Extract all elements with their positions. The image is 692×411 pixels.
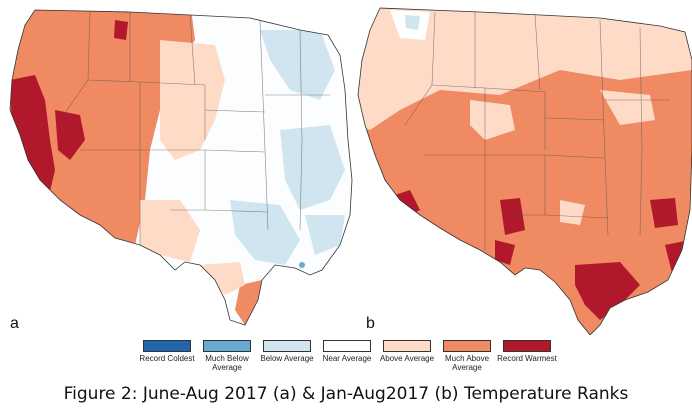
map-a-tx-above: [200, 262, 245, 295]
legend-label: Much Above Average: [444, 354, 490, 372]
map-b-above-north: [358, 8, 692, 130]
map-b-above-sw: [560, 200, 585, 225]
legend-swatch: [383, 340, 431, 352]
legend-item-near: Near Average: [314, 340, 380, 363]
map-a-record-ca: [10, 75, 55, 200]
legend-item-much-below: Much Below Average: [194, 340, 260, 372]
legend-label: Much Below Average: [205, 354, 249, 372]
map-b-record-nm: [500, 198, 525, 235]
legend-item-above: Above Average: [374, 340, 440, 363]
map-a-above-south: [140, 200, 200, 262]
map-b-record-se: [650, 198, 678, 228]
map-b-below-nw: [405, 15, 420, 30]
legend-swatch: [443, 340, 491, 352]
legend-swatch: [203, 340, 251, 352]
maps-figure: [9, 7, 692, 335]
panel-label-a: a: [10, 315, 19, 332]
figure-caption: Figure 2: June-Aug 2017 (a) & Jan-Aug201…: [63, 384, 629, 404]
map-panel-b: [357, 7, 692, 335]
map-a-record-mt: [114, 20, 128, 40]
legend-swatch: [143, 340, 191, 352]
map-a-below-3: [230, 200, 300, 265]
map-b-above-mid: [470, 100, 515, 140]
legend-label: Record Coldest: [139, 354, 195, 363]
legend-item-record-coldest: Record Coldest: [134, 340, 200, 363]
legend-swatch: [263, 340, 311, 352]
legend-swatch: [323, 340, 371, 352]
map-a-below-2: [280, 125, 345, 210]
map-panel-a: [9, 9, 353, 326]
map-a-tx-coast: [235, 280, 262, 325]
legend-item-record-warmest: Record Warmest: [494, 340, 560, 363]
map-a-record-nv: [55, 110, 85, 160]
legend: Record Coldest Much Below Average Below …: [0, 340, 692, 386]
legend-label: Record Warmest: [497, 354, 557, 363]
map-b-record-tx: [495, 240, 515, 265]
map-a-below-4: [305, 215, 345, 255]
map-b-record-gulf: [575, 262, 640, 320]
map-a-much-below: [299, 262, 305, 268]
map-a-below-1: [260, 30, 335, 100]
panel-label-b: b: [366, 315, 375, 332]
legend-label: Near Average: [322, 354, 372, 363]
legend-swatch: [503, 340, 551, 352]
map-a-above-band: [160, 40, 225, 160]
legend-label: Above Average: [379, 354, 435, 363]
legend-label: Below Average: [260, 354, 314, 363]
legend-item-below: Below Average: [254, 340, 320, 363]
legend-item-much-above: Much Above Average: [434, 340, 500, 372]
